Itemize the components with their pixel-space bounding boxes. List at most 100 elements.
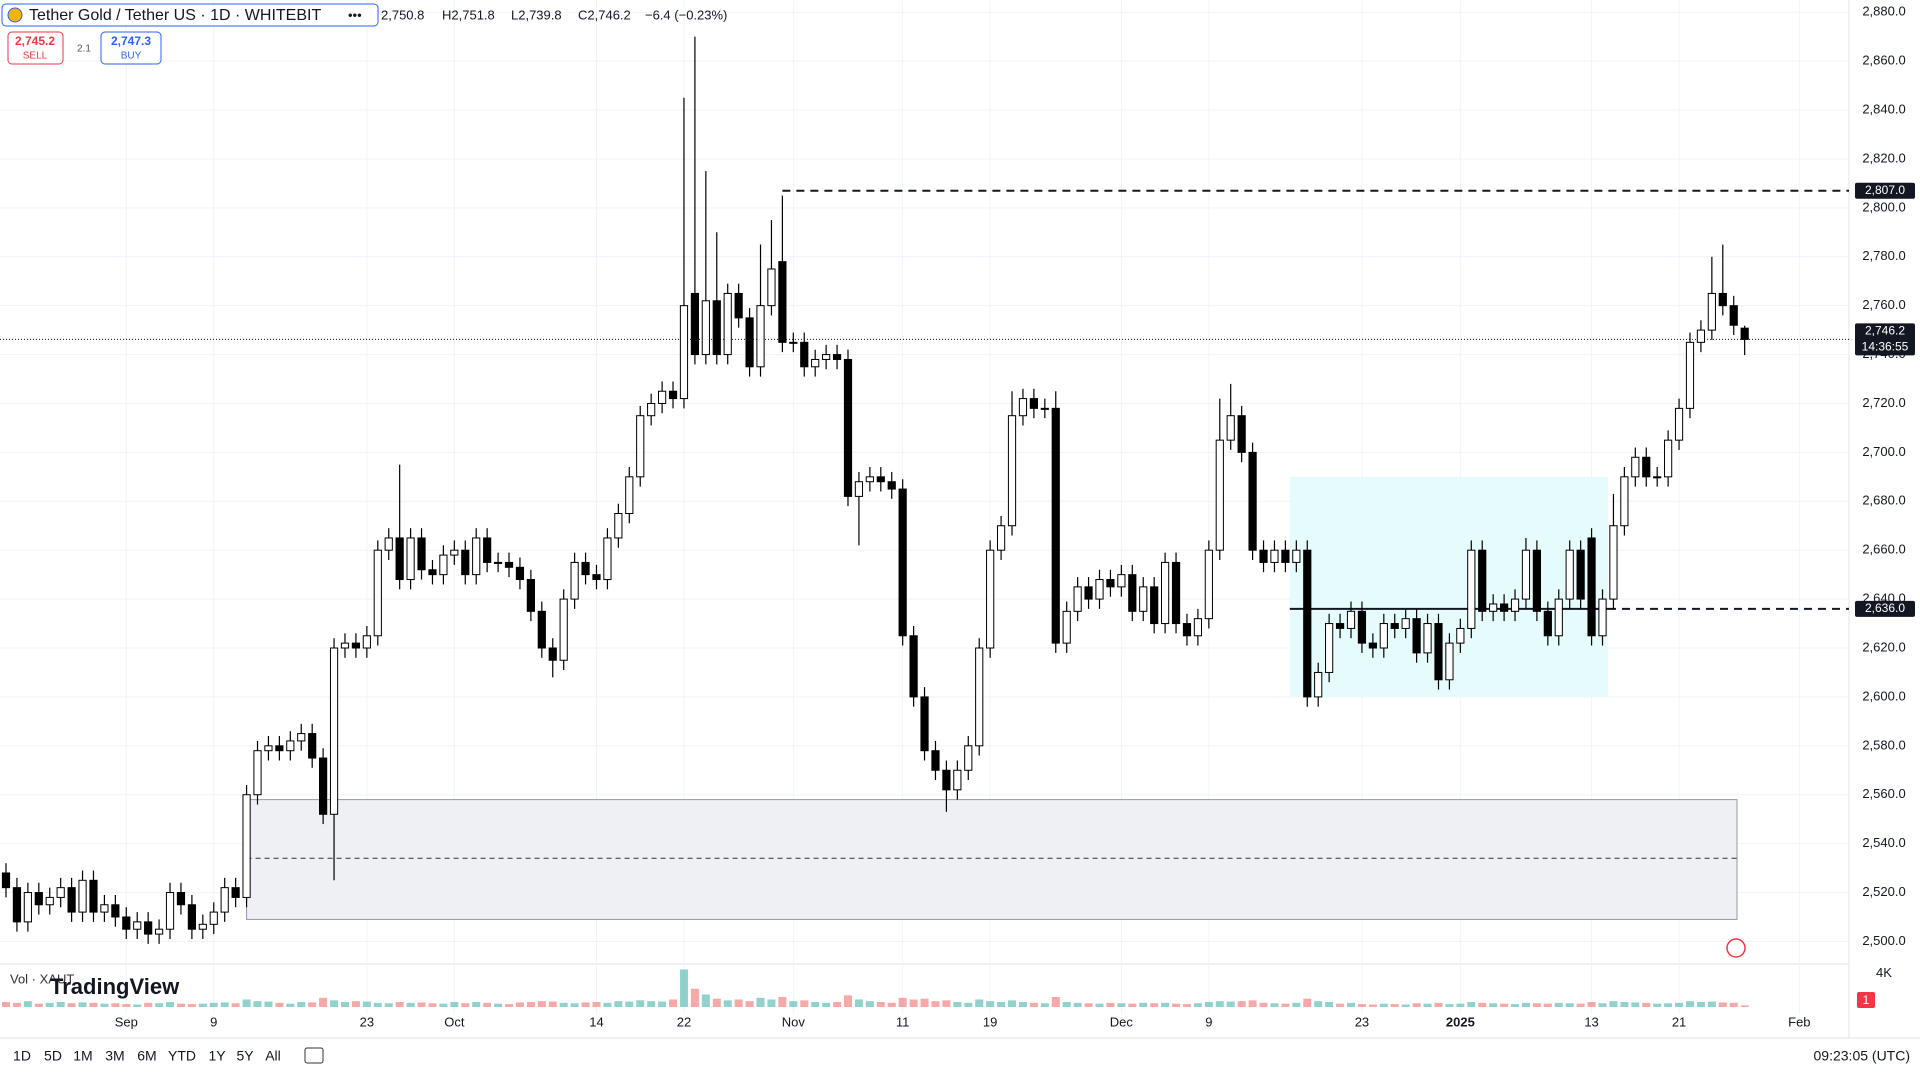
countdown: 14:36:55 (1862, 340, 1909, 354)
volume-bar (734, 999, 743, 1007)
volume-bar (1303, 998, 1312, 1007)
volume-bar (1587, 1002, 1596, 1007)
candle-body (351, 642, 361, 649)
volume-bar (209, 1002, 218, 1007)
candle-body (865, 476, 874, 483)
volume-bar (1226, 1001, 1235, 1007)
y-tick-label: 2,840.0 (1862, 101, 1905, 116)
candle-body (1521, 549, 1531, 600)
candle-body (242, 794, 251, 898)
candle-body (1171, 561, 1181, 625)
candle-body (800, 341, 809, 368)
range-button[interactable]: 5D (44, 1048, 62, 1064)
candle-body (1489, 603, 1498, 612)
volume-bar (1707, 1001, 1716, 1007)
volume-bar (1336, 1003, 1345, 1007)
candle-body (1117, 574, 1126, 588)
x-tick-label: 2025 (1446, 1014, 1475, 1029)
candle-body (1018, 398, 1028, 417)
volume-bar (78, 1002, 87, 1007)
candle-body (253, 750, 262, 796)
y-tick-label: 2,700.0 (1862, 444, 1905, 459)
volume-bar (1554, 1002, 1563, 1007)
candle-body (1270, 549, 1279, 563)
price-tag-label: 2,807.0 (1865, 183, 1905, 197)
range-button[interactable]: 1M (73, 1048, 92, 1064)
more[interactable]: ••• (348, 7, 362, 22)
range-button[interactable]: 6M (137, 1048, 156, 1064)
volume-bar (1357, 1004, 1366, 1007)
range-button[interactable]: 3M (105, 1048, 124, 1064)
last-price-tag (1855, 323, 1915, 356)
x-tick-label: 11 (896, 1014, 910, 1029)
volume-bar (439, 1003, 448, 1007)
volume-bar (122, 1004, 131, 1007)
candle-body (822, 354, 831, 360)
candle-body (220, 887, 229, 913)
volume-bar (1642, 1002, 1651, 1007)
candle-body (789, 341, 798, 344)
candle-body (843, 358, 853, 497)
candle-body (548, 647, 557, 661)
y-tick-label: 2,820.0 (1862, 150, 1905, 165)
volume-bar (865, 1001, 874, 1007)
candle-body (778, 261, 787, 343)
symbol-box[interactable] (1, 3, 379, 27)
volume-bar (669, 999, 678, 1007)
range-button[interactable]: 1D (13, 1048, 31, 1064)
layer: 2,500.0 2,520.0 2,540.0 2,560.0 2,580.0 2,600… (0, 0, 1915, 1029)
candle-body (439, 554, 448, 576)
y-tick-label: 2,500.0 (1862, 933, 1905, 948)
x-tick-label: 14 (589, 1014, 603, 1029)
volume-bar (220, 1002, 229, 1007)
volume-bar (789, 1001, 798, 1007)
volume-bar (417, 1002, 426, 1007)
legend-low: L2,739.8 (511, 7, 562, 22)
candle-body (1499, 603, 1509, 612)
volume-bar (1478, 1002, 1487, 1007)
volume-bar (975, 999, 984, 1007)
candle-body (100, 904, 109, 913)
volume-bar (1084, 1003, 1093, 1007)
candle-body (1357, 610, 1367, 644)
candle-body (1401, 618, 1410, 629)
volume-bar (100, 1003, 109, 1007)
volume-bar (953, 1002, 962, 1007)
date-range-icon[interactable] (304, 1047, 324, 1064)
volume-bar (1172, 1003, 1181, 1007)
range-button[interactable]: 5Y (236, 1048, 254, 1064)
candle-body (734, 292, 743, 319)
volume-bar (1259, 1002, 1268, 1007)
candle-body (176, 892, 186, 906)
candle-body (964, 745, 973, 771)
alert-icon[interactable] (1726, 938, 1746, 958)
volume-bar (920, 998, 929, 1007)
range-button[interactable]: YTD (168, 1048, 196, 1064)
candle-body (1620, 476, 1629, 527)
range-button[interactable]: All (265, 1048, 281, 1064)
volume-bar (909, 999, 918, 1007)
candle-body (450, 549, 459, 556)
volume-bar (931, 1001, 940, 1007)
candle-body (165, 892, 175, 930)
range-button[interactable]: 1Y (208, 1048, 226, 1064)
candle-body (483, 537, 492, 563)
candle-body (986, 549, 995, 649)
volume-bar (406, 1002, 415, 1007)
volume-bar (1139, 1002, 1148, 1007)
volume-bar (89, 1002, 98, 1007)
sell-button[interactable] (7, 31, 64, 65)
candle-body (1, 872, 11, 889)
candle-body (887, 481, 896, 490)
candle-body (461, 549, 470, 576)
candle-body (1664, 439, 1673, 478)
last-price-label: 2,746.2 (1865, 324, 1905, 338)
volume-bar (986, 1001, 995, 1007)
candle-body (395, 537, 404, 581)
volume-bar (833, 1002, 842, 1007)
buy-button[interactable] (100, 31, 162, 65)
candle-body (362, 635, 371, 649)
candle-body (122, 916, 131, 930)
candle-body (701, 300, 710, 356)
